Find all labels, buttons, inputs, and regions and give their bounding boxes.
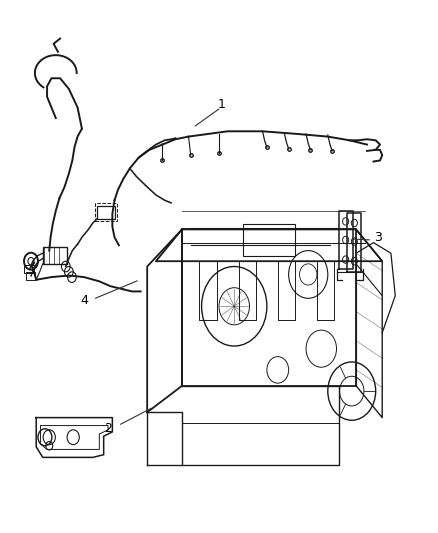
Bar <box>26 272 35 280</box>
Text: 4: 4 <box>80 294 88 308</box>
Text: 3: 3 <box>374 231 382 244</box>
Text: 1: 1 <box>217 98 225 111</box>
Bar <box>43 247 67 264</box>
Bar <box>243 224 295 256</box>
Bar <box>97 206 115 219</box>
Bar <box>95 203 117 221</box>
Bar <box>25 265 34 273</box>
Text: 2: 2 <box>104 422 112 435</box>
